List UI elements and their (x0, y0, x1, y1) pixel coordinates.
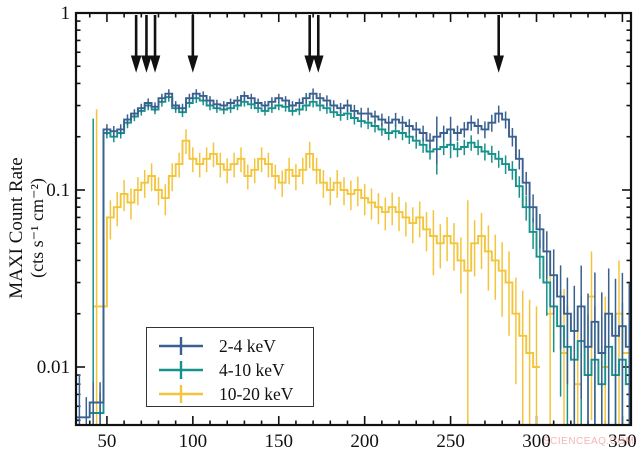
legend-item-10-20kev: 10-20 keV (157, 383, 313, 405)
plot-frame (74, 11, 633, 427)
event-arrow-head (312, 55, 324, 73)
y-tick-label: 1 (61, 3, 71, 24)
y-tick-label: 0.01 (37, 357, 70, 378)
x-tick-label: 250 (436, 431, 465, 452)
event-arrow-head (130, 55, 142, 73)
x-tick-label: 50 (97, 431, 116, 452)
x-tick-label: 100 (179, 431, 208, 452)
errorbar-marker-icon (159, 337, 203, 355)
event-arrows (130, 15, 504, 73)
legend: 2-4 keV 4-10 keV 10-20 keV (146, 327, 314, 407)
series-group (76, 88, 631, 425)
y-tick-label: 0.1 (46, 180, 70, 201)
tick-labels: 50 100 150 200 250 300 350 1 0.1 0.01 (37, 3, 637, 452)
errorbar-marker-icon (159, 361, 203, 379)
lightcurve-4-10-kev (89, 96, 631, 414)
x-tick-label: 300 (522, 431, 551, 452)
errorbar-marker-icon (159, 385, 203, 403)
legend-label-4-10kev: 4-10 keV (219, 359, 285, 380)
legend-label-2-4kev: 2-4 keV (219, 335, 276, 356)
event-arrow-head (141, 55, 152, 73)
x-tick-label: 200 (350, 431, 379, 452)
errorbars-10-20-kev (95, 109, 631, 425)
legend-label-10-20kev: 10-20 keV (219, 383, 294, 404)
x-tick-label: 150 (265, 431, 294, 452)
x-tick-label: 350 (608, 431, 637, 452)
lightcurve-10-20-kev (93, 139, 631, 386)
event-arrow-head (149, 55, 161, 73)
event-arrow-head (493, 55, 504, 73)
legend-item-4-10kev: 4-10 keV (157, 359, 313, 381)
event-arrow-head (304, 55, 315, 73)
legend-item-2-4kev: 2-4 keV (157, 335, 313, 357)
event-arrow-head (187, 55, 199, 73)
lightcurve-2-4-kev (76, 92, 631, 419)
